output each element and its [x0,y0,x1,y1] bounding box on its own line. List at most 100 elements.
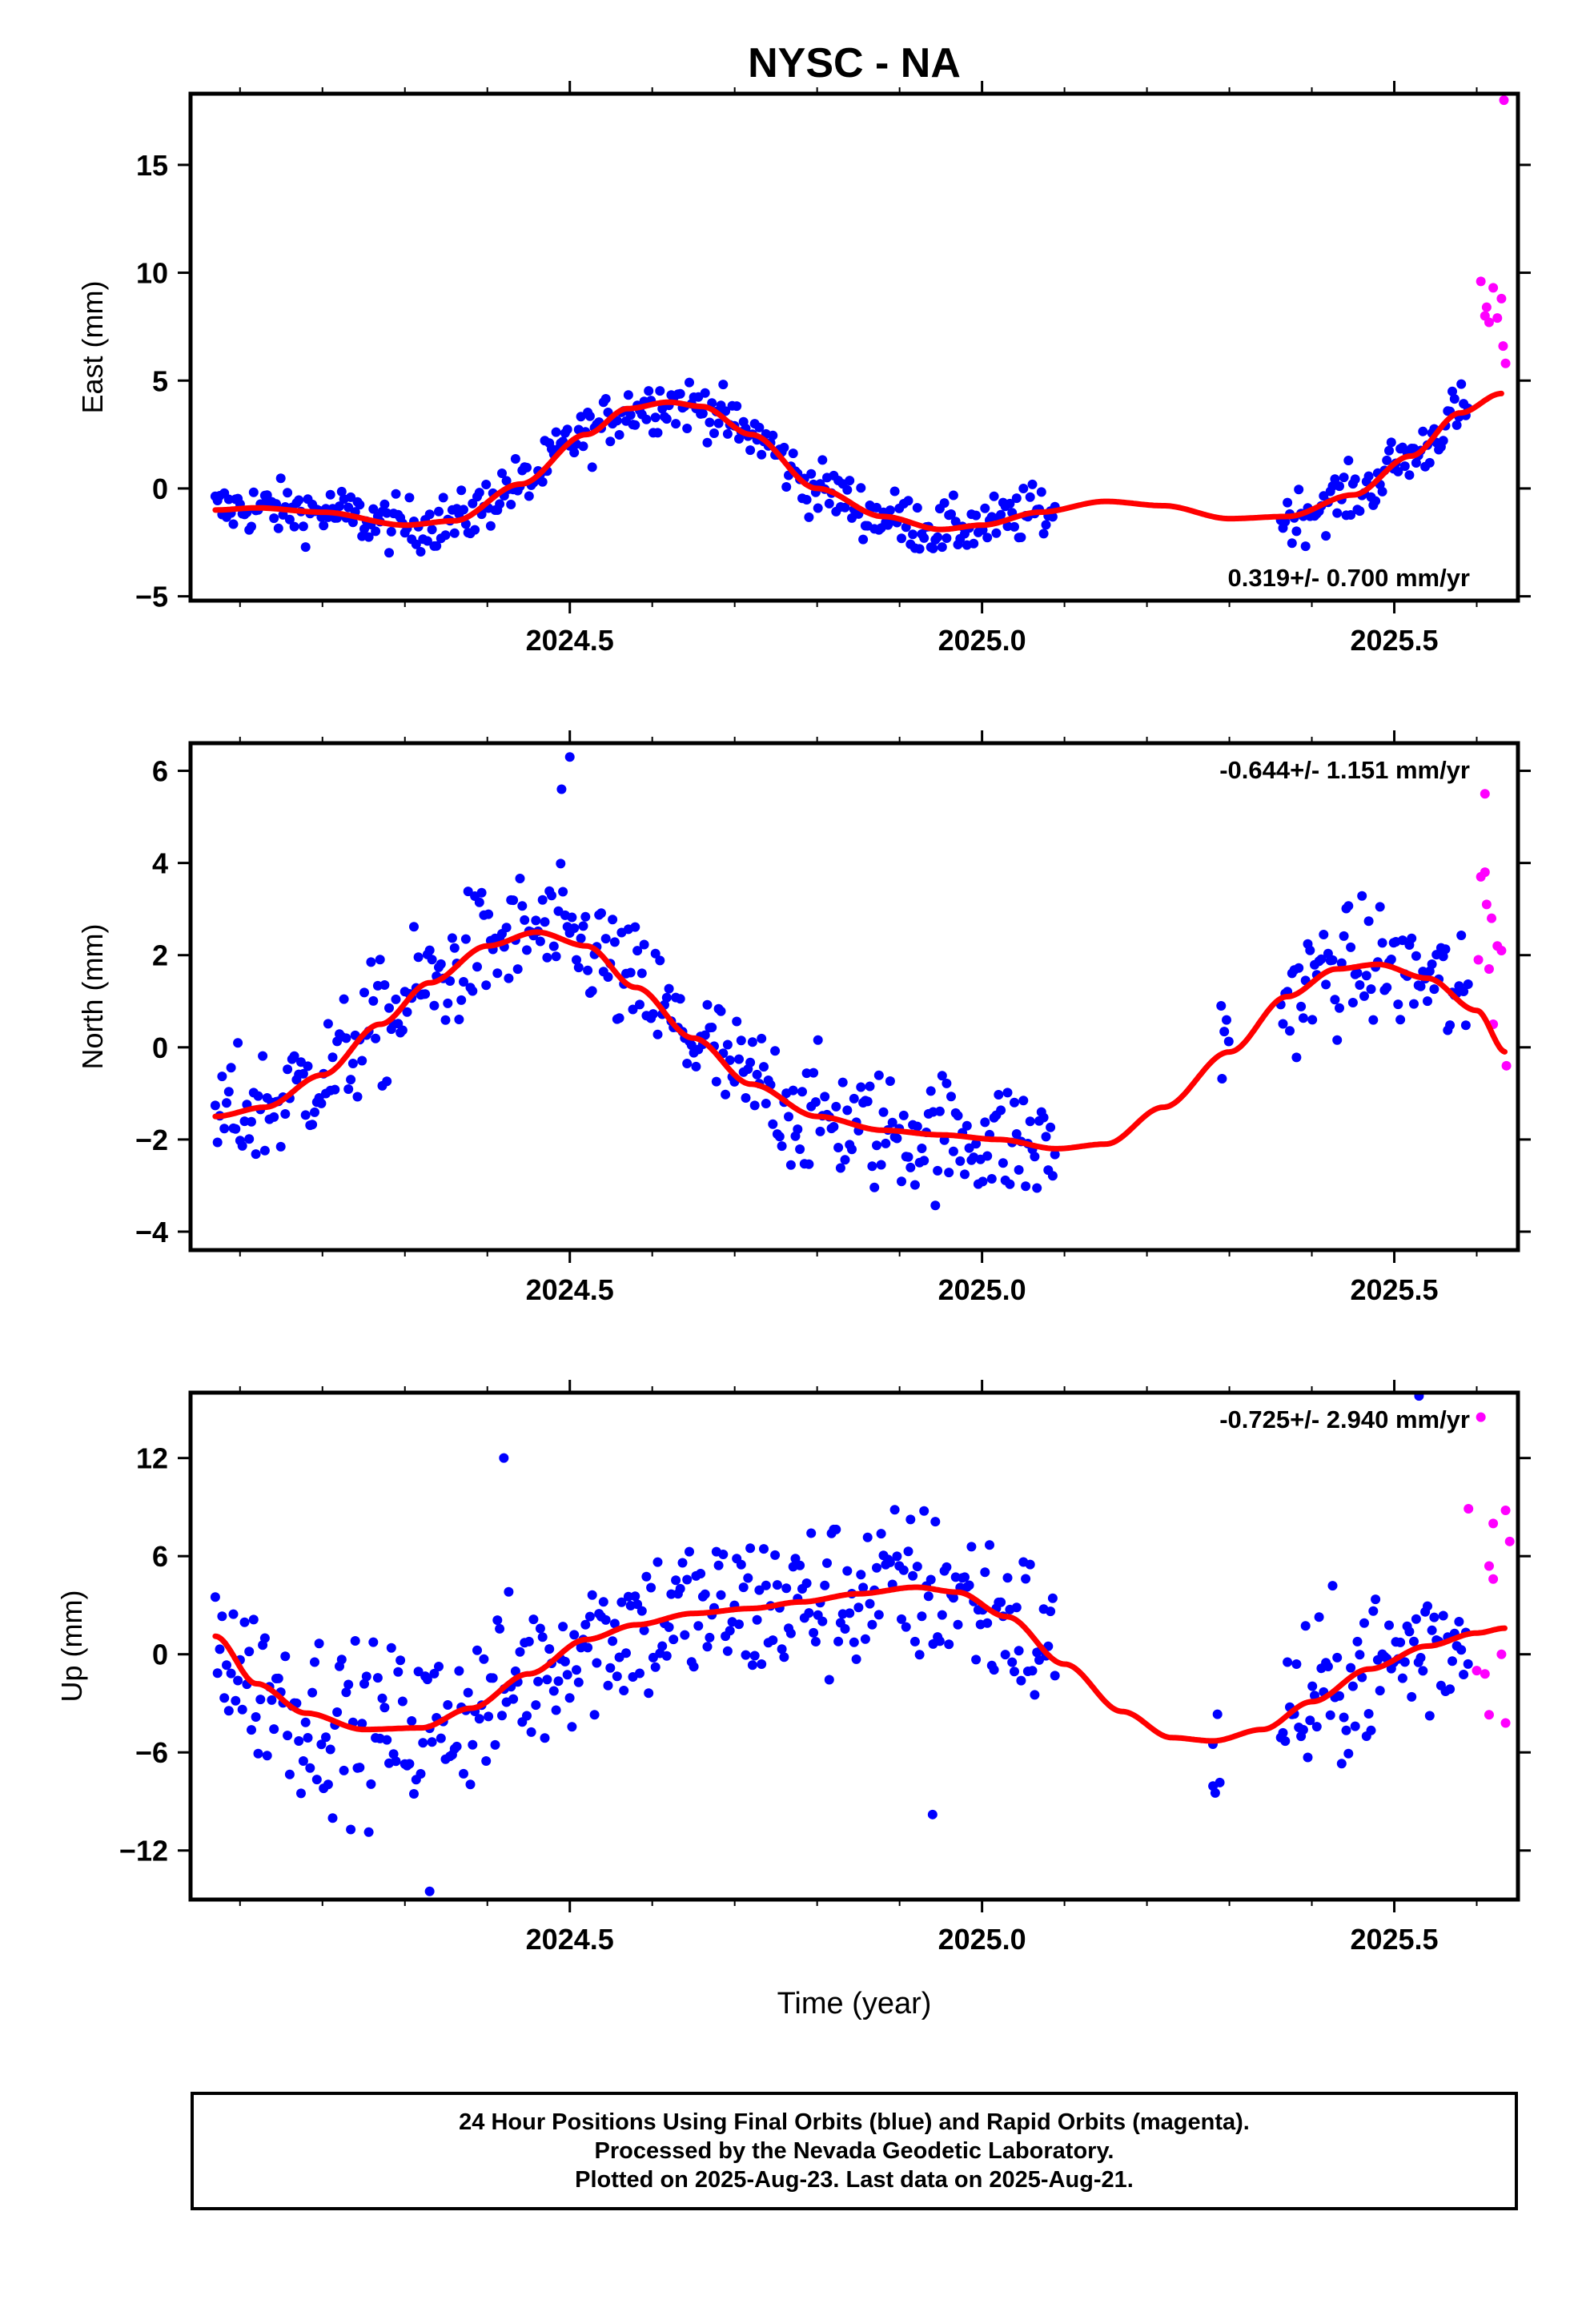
final-point [1321,531,1331,541]
final-point [1357,1672,1367,1683]
final-point [903,1546,913,1557]
final-point [788,1085,798,1096]
final-point [655,386,665,396]
final-point [635,1668,644,1679]
final-point [917,1144,927,1153]
x-tick-label: 2025.5 [1350,624,1438,657]
final-point [459,977,468,987]
final-point [960,1572,970,1582]
rapid-point [1480,867,1490,878]
final-point [1418,967,1428,977]
final-point [1223,1036,1234,1047]
final-point [223,1087,234,1097]
final-point [898,1565,909,1575]
final-point [1330,474,1340,485]
final-point [718,380,729,390]
final-point [366,957,376,967]
final-point [614,430,624,440]
final-point [853,1602,864,1613]
final-point [1021,1574,1031,1584]
final-point [564,752,575,762]
final-point [492,968,503,979]
final-point [960,1169,970,1180]
final-point [912,1121,922,1132]
final-point [520,915,530,925]
final-point [901,1622,911,1632]
final-point [438,493,448,503]
final-point [996,1597,1006,1607]
final-point [842,1105,853,1116]
final-point [664,983,674,994]
final-point [1438,1610,1448,1621]
final-point [247,1116,256,1127]
final-point [876,1529,886,1539]
final-point [1382,455,1392,465]
final-point [636,1606,647,1616]
rapid-point [1504,1536,1515,1546]
final-point [359,987,369,998]
final-point [768,1635,778,1646]
final-point [558,887,568,897]
rapid-point [1488,1574,1499,1584]
final-point [937,1610,947,1620]
final-point [1359,991,1369,1001]
rate-label: -0.725+/- 2.940 mm/yr [1219,1405,1470,1433]
final-point [269,1112,279,1122]
final-point [950,517,961,527]
final-point [1352,968,1363,978]
final-point [1285,1026,1295,1036]
final-point [269,1724,279,1735]
final-point [795,1560,805,1570]
final-point [833,1143,844,1152]
final-point [639,1625,649,1635]
final-point [897,533,906,544]
final-point [747,1660,757,1671]
final-point [1339,1712,1349,1723]
final-point [937,1071,947,1081]
final-point [228,519,239,529]
final-point [1341,1725,1351,1735]
x-tick-label: 2025.0 [938,1923,1026,1956]
final-point [495,499,505,509]
rapid-point [1499,95,1509,106]
final-point [1415,981,1426,991]
final-point [1332,1652,1343,1663]
final-point [1036,487,1046,497]
final-point [842,485,853,495]
final-point [379,980,390,990]
final-point [492,1615,503,1626]
final-point [368,995,379,1006]
final-point [424,945,435,955]
final-point [1005,498,1015,509]
y-axis-label: East (mm) [76,281,109,414]
final-point [982,533,993,543]
final-point [851,1654,861,1664]
final-point [1307,1015,1318,1025]
final-point [768,430,778,440]
final-point [413,952,424,963]
final-point [685,377,694,388]
final-point [1409,1636,1419,1647]
final-point [454,1666,464,1676]
final-point [339,1765,349,1775]
final-point [212,1137,223,1148]
final-point [648,1009,658,1019]
final-point [797,1087,807,1097]
final-point [1018,484,1029,493]
final-point [749,1100,760,1111]
final-point [831,1524,841,1534]
final-point [641,1571,652,1582]
final-point [1303,1752,1313,1763]
final-point [551,427,561,437]
final-point [1016,1675,1026,1686]
final-point [892,1133,902,1144]
final-point [488,1673,498,1683]
final-point [584,411,595,421]
final-point [809,1068,819,1078]
final-point [914,544,925,554]
final-point [440,1015,451,1025]
final-point [845,1608,855,1618]
final-point [605,1663,616,1673]
final-point [569,448,580,458]
final-point [661,414,672,424]
